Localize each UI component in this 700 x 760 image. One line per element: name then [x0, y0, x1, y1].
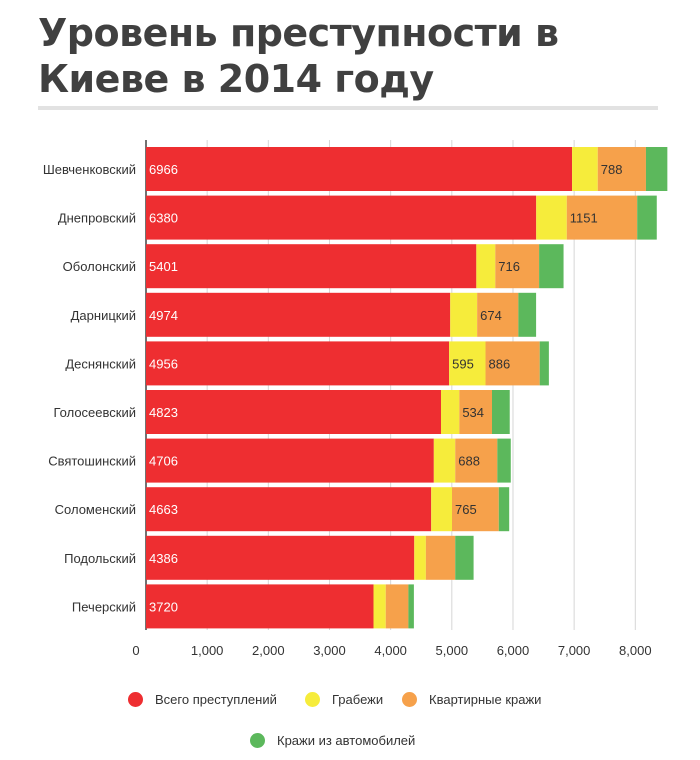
- bar-segment: [539, 341, 549, 386]
- x-axis-ticks: 0 1,000 2,000 3,000 4,000 5,000 6,000 7,000 8,00…: [132, 643, 651, 658]
- data-label: 688: [458, 454, 480, 469]
- data-label: 788: [601, 162, 623, 177]
- bar-segment: [455, 438, 498, 483]
- bar-segment: [146, 584, 374, 629]
- data-label: 765: [455, 502, 477, 517]
- bar-segment: [146, 147, 573, 191]
- bar-segment: [491, 390, 510, 434]
- bar-segment: [414, 535, 426, 580]
- x-tick-label: 0: [132, 643, 139, 658]
- category-label: Дарницкий: [71, 308, 136, 323]
- legend-swatch: [305, 692, 320, 707]
- bar-segment: [408, 584, 414, 629]
- bar-segment: [449, 341, 486, 386]
- x-tick-label: 3,000: [313, 643, 346, 658]
- bar-segment: [455, 535, 474, 580]
- legend-item: Грабежи: [305, 692, 383, 707]
- x-tick-label: 6,000: [497, 643, 530, 658]
- x-tick-label: 1,000: [191, 643, 224, 658]
- category-label: Шевченковский: [43, 162, 136, 177]
- bar-segment: [451, 487, 499, 532]
- data-label: 4663: [149, 502, 178, 517]
- data-label: 1151: [570, 211, 598, 226]
- bar-segment: [518, 292, 537, 337]
- legend-item: Всего преступлений: [128, 692, 277, 707]
- bar-segment: [146, 341, 450, 386]
- legend-item: Квартирные кражи: [402, 692, 541, 707]
- bar-segment: [146, 438, 434, 483]
- bar-segment: [597, 147, 646, 191]
- bar-segment: [146, 390, 441, 434]
- data-label: 4823: [149, 405, 178, 420]
- bar-segment: [637, 195, 657, 240]
- x-tick-label: 5,000: [436, 643, 469, 658]
- legend-label: Всего преступлений: [155, 692, 277, 707]
- bar-segment: [476, 244, 496, 289]
- bar-segment: [572, 147, 598, 191]
- bar-segment: [146, 535, 415, 580]
- bar-segment: [477, 292, 519, 337]
- bars: 6966 788 6380 1151 5401 716 4974 674 4956 595 886 4…: [146, 147, 668, 629]
- data-label: 4956: [149, 356, 178, 371]
- data-label: 4974: [149, 308, 178, 323]
- data-label: 6380: [149, 211, 178, 226]
- data-label: 6966: [149, 162, 178, 177]
- title-divider: [38, 106, 658, 110]
- bar-segment: [495, 244, 540, 289]
- legend-swatch: [128, 692, 143, 707]
- bar-segment: [385, 584, 409, 629]
- data-label: 4386: [149, 551, 178, 566]
- data-label: 595: [452, 356, 474, 371]
- category-label: Днепровский: [58, 211, 136, 226]
- x-tick-label: 7,000: [558, 643, 591, 658]
- stacked-bar-chart: 6966 788 6380 1151 5401 716 4974 674 4956 595 886 4…: [43, 140, 668, 658]
- data-label: 3720: [149, 599, 178, 614]
- bar-segment: [433, 438, 456, 483]
- data-label: 886: [489, 356, 511, 371]
- data-label: 534: [462, 405, 484, 420]
- legend-item: Кражи из автомобилей: [250, 733, 415, 748]
- legend-label: Квартирные кражи: [429, 692, 542, 707]
- bar-segment: [566, 195, 638, 240]
- data-label: 4706: [149, 454, 178, 469]
- category-label: Святошинский: [48, 454, 136, 469]
- category-label: Печерский: [72, 599, 136, 614]
- data-label: 674: [480, 308, 502, 323]
- bar-segment: [373, 584, 386, 629]
- bar-segment: [459, 390, 492, 434]
- legend-label: Грабежи: [332, 692, 384, 707]
- data-label: 5401: [149, 259, 178, 274]
- bar-segment: [539, 244, 564, 289]
- category-label: Оболонский: [63, 259, 136, 274]
- legend-label: Кражи из автомобилей: [277, 733, 416, 748]
- bar-segment: [485, 341, 540, 386]
- bar-segment: [146, 292, 451, 337]
- bar-segment: [146, 487, 432, 532]
- data-label: 716: [498, 259, 520, 274]
- bar-segment: [440, 390, 460, 434]
- bar-segment: [645, 147, 668, 191]
- bar-segment: [497, 438, 511, 483]
- bar-segment: [146, 195, 537, 240]
- category-label: Голосеевский: [53, 405, 136, 420]
- bar-segment: [146, 244, 477, 289]
- legend-swatch: [402, 692, 417, 707]
- category-labels: Шевченковский Днепровский Оболонский Дарниц…: [43, 162, 136, 614]
- bar-segment: [450, 292, 478, 337]
- chart-title: Уровень преступности в Киеве в 2014 году: [38, 11, 559, 101]
- bar-segment: [498, 487, 510, 532]
- bar-segment: [425, 535, 456, 580]
- category-label: Подольский: [64, 551, 136, 566]
- bar-segment: [536, 195, 567, 240]
- bar-segment: [431, 487, 452, 532]
- x-tick-label: 8,000: [619, 643, 652, 658]
- legend-swatch: [250, 733, 265, 748]
- x-tick-label: 4,000: [374, 643, 407, 658]
- category-label: Деснянский: [65, 356, 136, 371]
- category-label: Соломенский: [55, 502, 136, 517]
- x-tick-label: 2,000: [252, 643, 285, 658]
